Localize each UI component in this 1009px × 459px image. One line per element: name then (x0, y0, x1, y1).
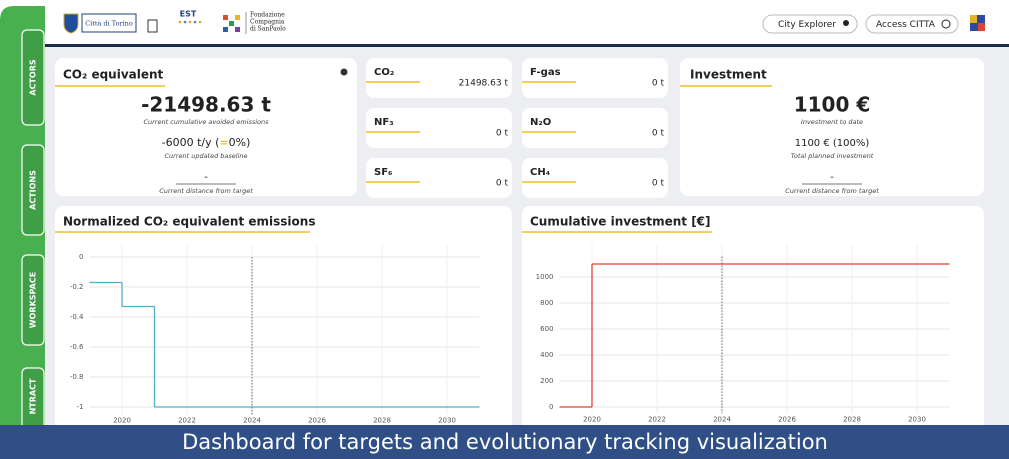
access-button[interactable] (865, 14, 959, 34)
x-tick-label: 2030 (438, 417, 456, 425)
planned-caption: Total planned investment (791, 152, 874, 160)
gas-name: CO₂ (374, 67, 394, 78)
header (0, 0, 1009, 44)
y-tick-label: -1 (77, 403, 84, 411)
chart-title: Cumulative investment [€] (530, 215, 711, 229)
sidebar-tab-label[interactable]: WORKSPACE (29, 272, 38, 328)
planned: 1100 € (100%) (795, 138, 870, 149)
distance: - (204, 172, 208, 183)
baseline: -6000 t/y (=0%) (162, 136, 251, 149)
distance-caption: Current distance from target (159, 187, 253, 195)
sidebar-tab-label[interactable]: NTRACT (29, 378, 38, 414)
big-value: -21498.63 t (141, 93, 271, 117)
card (522, 206, 984, 436)
y-tick-label: 1000 (536, 273, 554, 281)
chart-title: Normalized CO₂ equivalent emissions (63, 215, 315, 229)
value-caption: Investment to date (801, 118, 863, 126)
y-tick-label: 600 (540, 325, 553, 333)
est-logo-text: EST (180, 10, 197, 19)
y-tick-label: 200 (540, 377, 553, 385)
sidebar-tab-label[interactable]: ACTORS (29, 59, 38, 95)
card (680, 58, 984, 196)
card (366, 108, 512, 148)
gas-name: F-gas (530, 67, 561, 78)
baseline-caption: Current updated baseline (164, 152, 247, 160)
card-title: Investment (690, 68, 767, 82)
sidebar-tab[interactable] (21, 254, 45, 346)
baseline-part: -6000 t/y ( (162, 136, 220, 149)
gas-name: SF₆ (374, 167, 392, 178)
x-tick-label: 2030 (908, 416, 926, 424)
sidebar-tab[interactable] (21, 29, 45, 126)
card (522, 158, 668, 198)
caption-band (0, 425, 1009, 459)
city-logo-box (81, 13, 137, 33)
x-tick-label: 2020 (113, 417, 131, 425)
gas-value: 0 t (652, 79, 665, 89)
card (55, 206, 512, 436)
gas-name: NF₃ (374, 117, 394, 128)
card (522, 108, 668, 148)
y-tick-label: -0.6 (70, 343, 84, 351)
baseline-part: 0%) (229, 136, 251, 149)
distance-caption: Current distance from target (785, 187, 879, 195)
est-dots (178, 20, 202, 24)
gas-value: 0 t (496, 179, 509, 189)
gas-value: 21498.63 t (459, 79, 509, 89)
y-tick-label: 0 (79, 253, 83, 261)
x-tick-label: 2024 (713, 416, 731, 424)
caption: Dashboard for targets and evolutionary t… (182, 430, 828, 454)
x-tick-label: 2028 (373, 417, 391, 425)
gas-name: N₂O (530, 117, 551, 128)
gas-name: CH₄ (530, 167, 550, 178)
y-tick-label: -0.4 (70, 313, 84, 321)
y-tick-label: 400 (540, 351, 553, 359)
gas-value: 0 t (652, 129, 665, 139)
language-flag[interactable] (970, 15, 985, 31)
x-tick-label: 2022 (648, 416, 666, 424)
card (366, 58, 512, 98)
card-title: CO₂ equivalent (63, 68, 164, 82)
x-tick-label: 2020 (583, 416, 601, 424)
y-tick-label: -0.2 (70, 283, 84, 291)
value-caption: Current cumulative avoided emissions (143, 118, 269, 126)
pin-icon[interactable] (843, 20, 849, 26)
sidebar-tab-label[interactable]: ACTIONS (29, 170, 38, 210)
x-tick-label: 2028 (843, 416, 861, 424)
settings-icon[interactable] (340, 68, 348, 76)
access-label[interactable]: Access CITTA (876, 20, 936, 30)
globe-icon[interactable] (941, 19, 951, 29)
y-tick-label: 800 (540, 299, 553, 307)
baseline-icon: = (219, 136, 228, 149)
big-value: 1100 € (794, 93, 871, 117)
est-mark (147, 19, 158, 33)
x-tick-label: 2026 (778, 416, 796, 424)
y-tick-label: -0.8 (70, 373, 84, 381)
foundation-logo-text: di SanPaolo (250, 26, 286, 33)
foundation-logo-text: Compagnia (250, 19, 285, 26)
card (55, 58, 357, 196)
y-tick-label: 0 (549, 403, 553, 411)
x-tick-label: 2022 (178, 417, 196, 425)
header-rule (45, 44, 1009, 47)
city-explorer-button[interactable] (762, 14, 858, 34)
x-tick-label: 2024 (243, 417, 261, 425)
card (366, 158, 512, 198)
gas-value: 0 t (652, 179, 665, 189)
foundation-logo-text: Fondazione (250, 12, 285, 19)
city-explorer-label[interactable]: City Explorer (778, 20, 836, 30)
distance: - (830, 172, 834, 183)
card (522, 58, 668, 98)
gas-value: 0 t (496, 129, 509, 139)
city-crest (63, 13, 79, 34)
x-tick-label: 2026 (308, 417, 326, 425)
foundation-mark (223, 15, 240, 32)
city-logo-text: Città di Torino (85, 19, 133, 28)
sidebar-tab[interactable] (21, 144, 45, 236)
